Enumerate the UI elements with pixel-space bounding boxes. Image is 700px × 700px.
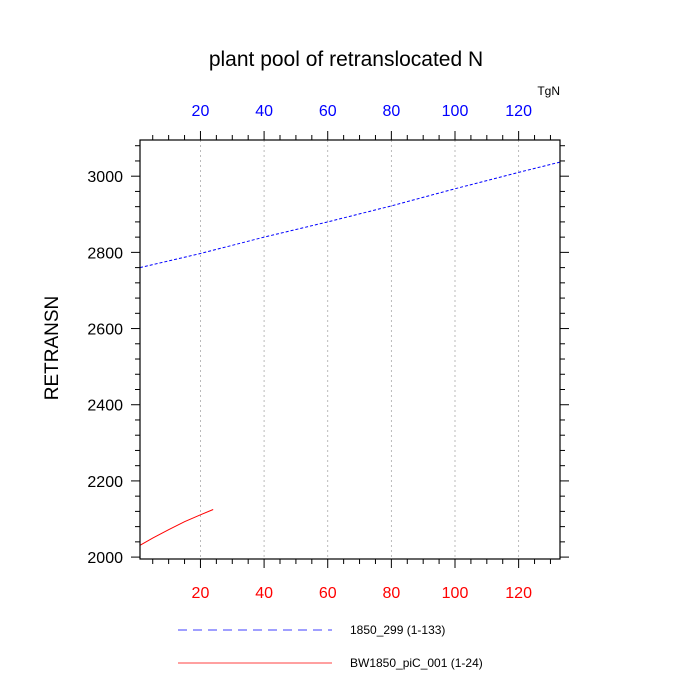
y-tick-label: 2800: [87, 245, 123, 262]
y-tick-label: 2000: [87, 550, 123, 567]
x-tick-label-top: 40: [255, 103, 273, 120]
series-line-1: [139, 161, 561, 269]
axis-ticks: 20 20 40 40 60 60 80 80 100 100 120 120 2000 2200 2400…: [87, 103, 569, 602]
y-tick-label: 2400: [87, 398, 123, 415]
series-line-2: [139, 509, 214, 546]
chart-title: plant pool of retranslocated N: [209, 48, 483, 71]
y-axis-label: RETRANSN: [42, 296, 63, 401]
y-tick-label: 2600: [87, 322, 123, 339]
x-tick-label-bottom: 120: [505, 585, 532, 602]
legend-label-2: BW1850_piC_001 (1-24): [350, 656, 483, 670]
x-tick-label-bottom: 80: [382, 585, 400, 602]
grid-lines: [200, 140, 520, 559]
x-tick-label-bottom: 100: [442, 585, 469, 602]
x-tick-label-top: 20: [192, 103, 210, 120]
legend: 1850_299 (1-133) BW1850_piC_001 (1-24): [178, 623, 483, 670]
x-tick-label-bottom: 20: [192, 585, 210, 602]
plot-frame: [139, 139, 561, 560]
y-tick-label: 2200: [87, 474, 123, 491]
x-tick-label-top: 120: [505, 103, 532, 120]
x-tick-label-bottom: 40: [255, 585, 273, 602]
x-tick-label-bottom: 60: [319, 585, 337, 602]
y-tick-label: 3000: [87, 169, 123, 186]
series-lines: [139, 161, 561, 546]
x-tick-label-top: 80: [382, 103, 400, 120]
x-tick-label-top: 100: [442, 103, 469, 120]
top-axis-unit: TgN: [537, 84, 560, 98]
x-tick-label-top: 60: [319, 103, 337, 120]
legend-label-1: 1850_299 (1-133): [350, 623, 445, 637]
